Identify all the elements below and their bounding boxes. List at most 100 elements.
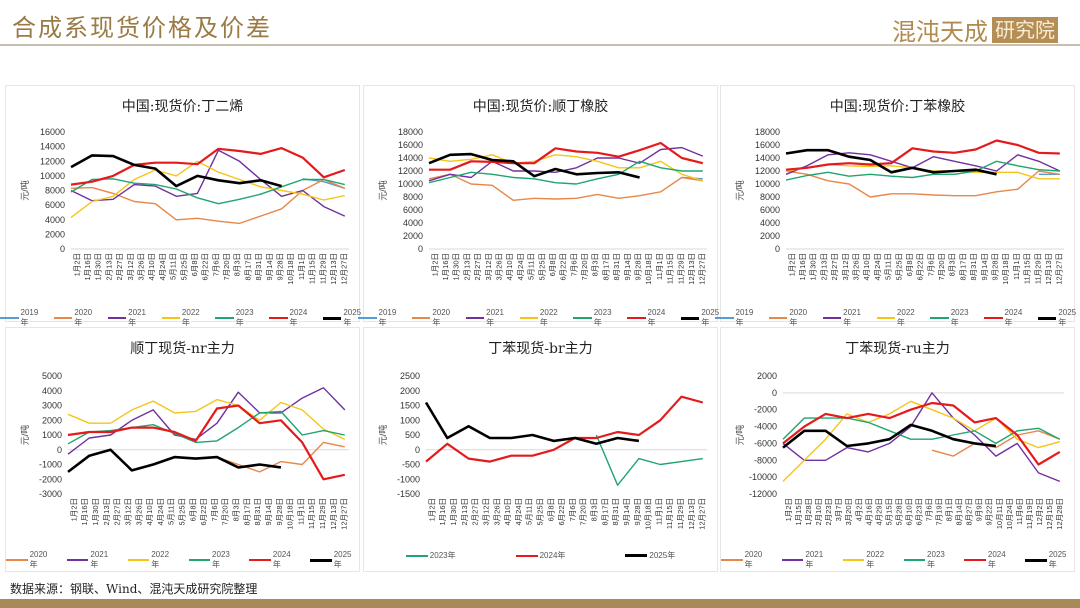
x-tick-label: 5月11日: [527, 253, 536, 280]
x-tick-label: 6月22日: [199, 498, 208, 526]
legend-label: 2020年: [74, 308, 93, 327]
x-tick-label: 1月30日: [449, 498, 458, 526]
legend-label: 2025年: [701, 308, 720, 327]
legend-item: 2025年: [1025, 550, 1074, 570]
y-tick-label: -500: [402, 460, 420, 470]
series-line-2023: [595, 434, 703, 486]
x-tick-label: 11月15日: [666, 253, 675, 284]
x-tick-label: 1月2日: [784, 498, 793, 521]
chart-panel: 中国:现货价:丁苯橡胶 元/吨 0 2000 4000 6000 8000 10000 1200…: [715, 85, 1076, 327]
x-tick-label: 6月22日: [201, 253, 210, 281]
x-tick-label: 3月7日: [834, 498, 843, 521]
legend-swatch: [984, 317, 1003, 319]
legend-swatch: [769, 317, 788, 319]
footer-bar: [0, 599, 1080, 608]
x-tick-label: 5月11日: [884, 253, 893, 280]
legend-label: 2020年: [744, 550, 763, 569]
legend-swatch: [465, 317, 485, 319]
x-tick-label: 1月2日: [72, 253, 81, 276]
series-line-2024: [70, 147, 346, 186]
x-tick-label: 7月20日: [580, 253, 589, 281]
x-tick-label: 6月22日: [557, 498, 566, 526]
x-tick-label: 6月8日: [548, 253, 557, 276]
x-tick-label: 11月6日: [1015, 498, 1024, 525]
y-tick-label: 6000: [403, 205, 423, 215]
legend-item: 2023年: [215, 308, 257, 328]
x-tick-label: 12月27日: [698, 253, 707, 285]
series-line-2025: [67, 448, 282, 473]
chart-title: 中国:现货价:丁苯橡胶: [829, 99, 966, 115]
y-tick-label: 16000: [755, 140, 780, 150]
legend-item: 2022年: [161, 308, 204, 328]
y-tick-label: 2500: [400, 371, 420, 381]
x-tick-label: 4月10日: [503, 498, 512, 526]
legend-swatch: [412, 317, 431, 319]
legend-label: 2025年: [333, 550, 352, 569]
x-tick-label: 4月10日: [145, 498, 154, 526]
y-tick-label: 4000: [403, 218, 423, 228]
legend-swatch: [215, 317, 234, 319]
chart-legend: 2019年 2020年 2021年 2022年 2023年 2024年 2025年: [715, 308, 1076, 328]
line-chart: 元/吨 0 2000 4000 6000 8000 10000 12000 14000 16000…: [377, 127, 707, 285]
chart-panel: 中国:现货价:丁二烯 元/吨 0 2000 4000 6000 8000 10000 12000…: [0, 85, 361, 327]
legend-item: 2019年: [715, 308, 757, 328]
x-tick-label: 11月1日: [297, 253, 306, 280]
legend-item: 2021年: [822, 308, 865, 328]
x-tick-label: 5月11日: [169, 253, 178, 280]
legend-item: 2024年: [964, 550, 1013, 570]
legend-swatch: [681, 316, 700, 320]
legend-item: 2024年: [627, 308, 669, 328]
y-tick-label: 2000: [400, 386, 420, 396]
y-tick-label: 0: [415, 445, 420, 455]
x-tick-label: 7月20日: [221, 498, 230, 526]
legend-item: 2023年: [405, 550, 456, 561]
legend-label: 2022年: [866, 550, 885, 569]
x-tick-label: 3月12日: [841, 253, 850, 281]
legend-item: 2021年: [107, 308, 150, 328]
x-tick-label: 10月18日: [286, 498, 295, 530]
legend-swatch: [269, 317, 288, 319]
legend-swatch: [0, 317, 19, 319]
legend-item: 2023年: [930, 308, 972, 328]
x-tick-label: 4月29日: [874, 498, 883, 526]
x-tick-label: 7月6日: [210, 498, 219, 521]
header-divider: [0, 44, 1080, 46]
y-tick-label: 8000: [760, 192, 780, 202]
legend-swatch: [903, 559, 926, 561]
x-tick-label: 8月31日: [611, 498, 620, 526]
chart-legend: 2019年 2020年 2021年 2022年 2023年 2024年 2025年: [358, 308, 719, 328]
x-tick-label: 1月2日: [430, 253, 439, 276]
legend-label: 2024年: [647, 308, 666, 327]
x-tick-label: 2月27日: [115, 253, 124, 281]
x-tick-label: 11月1日: [655, 253, 664, 280]
brand-logo: 混沌天成 研究院: [892, 12, 1058, 47]
x-tick-label: 12月13日: [687, 253, 696, 285]
x-tick-label: 8月31日: [254, 253, 263, 281]
x-tick-label: 8月3日: [948, 253, 957, 276]
legend-label: 2019年: [735, 308, 754, 327]
legend-item: 2025年: [1038, 308, 1080, 328]
x-tick-label: 7月6日: [568, 498, 577, 521]
series-line-2022: [67, 398, 346, 441]
legend-swatch: [781, 559, 804, 561]
chart-panel: 顺丁现货-nr主力 元/吨 -3000 -2000 -1000 0 1000 2000 3000…: [5, 327, 360, 572]
legend-swatch: [715, 317, 734, 319]
x-tick-label: 9月14日: [980, 253, 989, 281]
legend-label: 2019年: [20, 308, 39, 327]
x-tick-label: 10月18日: [644, 253, 653, 285]
x-tick-label: 8月17日: [242, 498, 251, 526]
x-tick-label: 5月11日: [525, 498, 534, 525]
x-tick-label: 8月17日: [601, 253, 610, 281]
x-tick-label: 9月28日: [275, 498, 284, 526]
x-tick-label: 2月13日: [104, 253, 113, 281]
x-tick-label: 12月28日: [1055, 498, 1064, 530]
y-tick-label: -1000: [39, 460, 62, 470]
legend-label: 2023年: [950, 308, 969, 327]
x-tick-label: 12月13日: [1044, 253, 1053, 285]
series-line-2021: [785, 152, 1061, 175]
y-tick-label: -8000: [754, 455, 777, 465]
series-line-2020: [216, 441, 345, 473]
x-tick-label: 8月31日: [253, 498, 262, 526]
legend-swatch: [515, 554, 538, 557]
x-tick-label: 11月29日: [1033, 253, 1042, 284]
